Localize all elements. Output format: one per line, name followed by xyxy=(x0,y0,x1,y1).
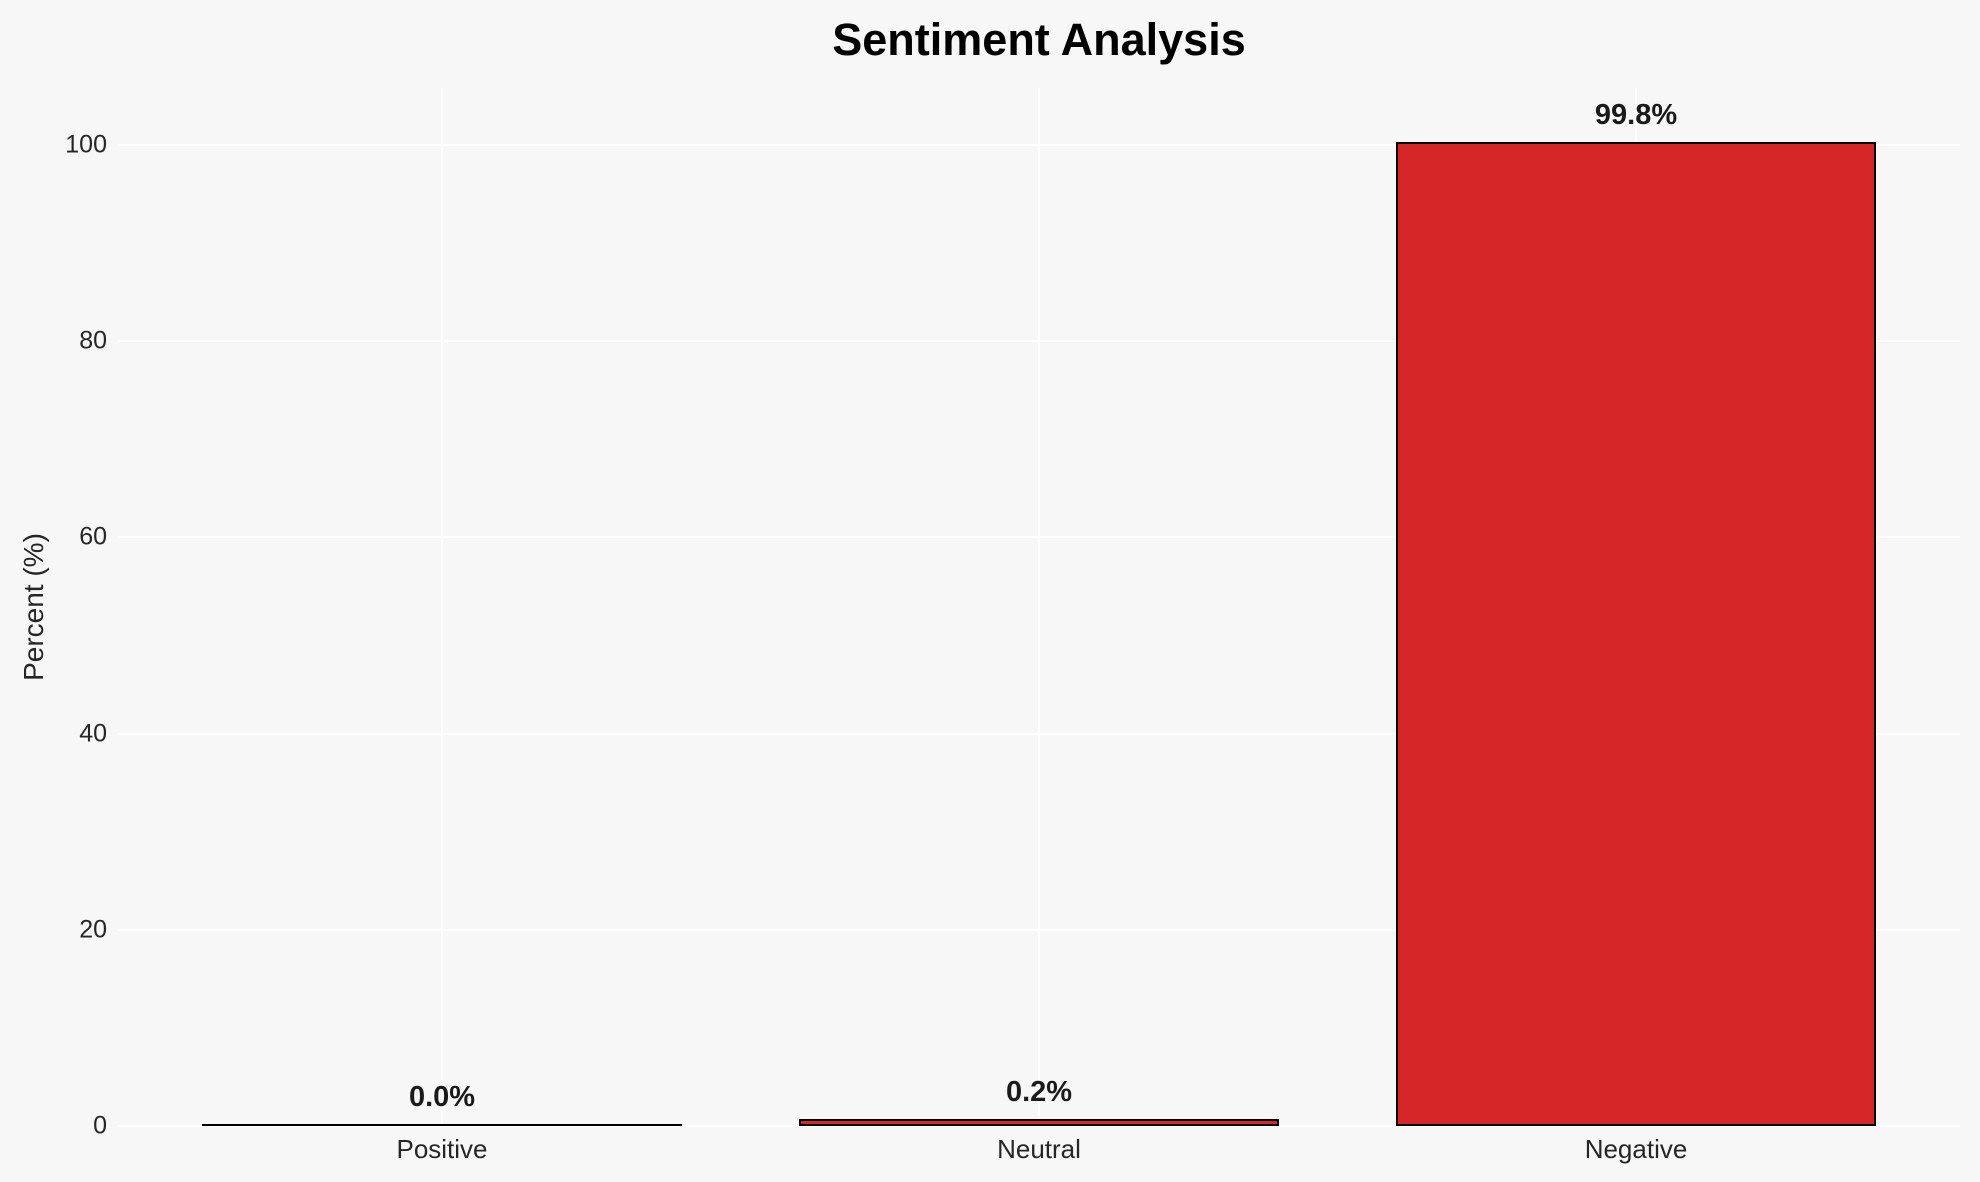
gridline-x-positive xyxy=(441,88,443,1126)
chart-title: Sentiment Analysis xyxy=(832,14,1246,65)
x-tick-label-negative: Negative xyxy=(1584,1134,1688,1164)
x-tick-label-positive: Positive xyxy=(396,1134,488,1164)
y-tick-label-100: 100 xyxy=(65,130,107,159)
x-tick-label-neutral: Neutral xyxy=(997,1134,1081,1164)
y-axis-label: Percent (%) xyxy=(18,533,49,681)
y-tick-label-60: 60 xyxy=(79,522,107,551)
value-label-negative: 99.8% xyxy=(1594,98,1678,131)
gridline-x-neutral xyxy=(1038,88,1040,1126)
y-tick-label-40: 40 xyxy=(79,719,107,748)
y-tick-label-80: 80 xyxy=(79,326,107,355)
y-tick-label-0: 0 xyxy=(93,1111,107,1140)
y-tick-label-20: 20 xyxy=(79,915,107,944)
value-label-neutral: 0.2% xyxy=(1005,1076,1073,1109)
gridline-y-0 xyxy=(118,1125,1960,1127)
bar-neutral xyxy=(799,1119,1279,1126)
plot-area xyxy=(118,88,1960,1127)
value-label-positive: 0.0% xyxy=(408,1080,476,1113)
bar-negative xyxy=(1396,141,1876,1126)
bar-positive xyxy=(202,1123,682,1126)
